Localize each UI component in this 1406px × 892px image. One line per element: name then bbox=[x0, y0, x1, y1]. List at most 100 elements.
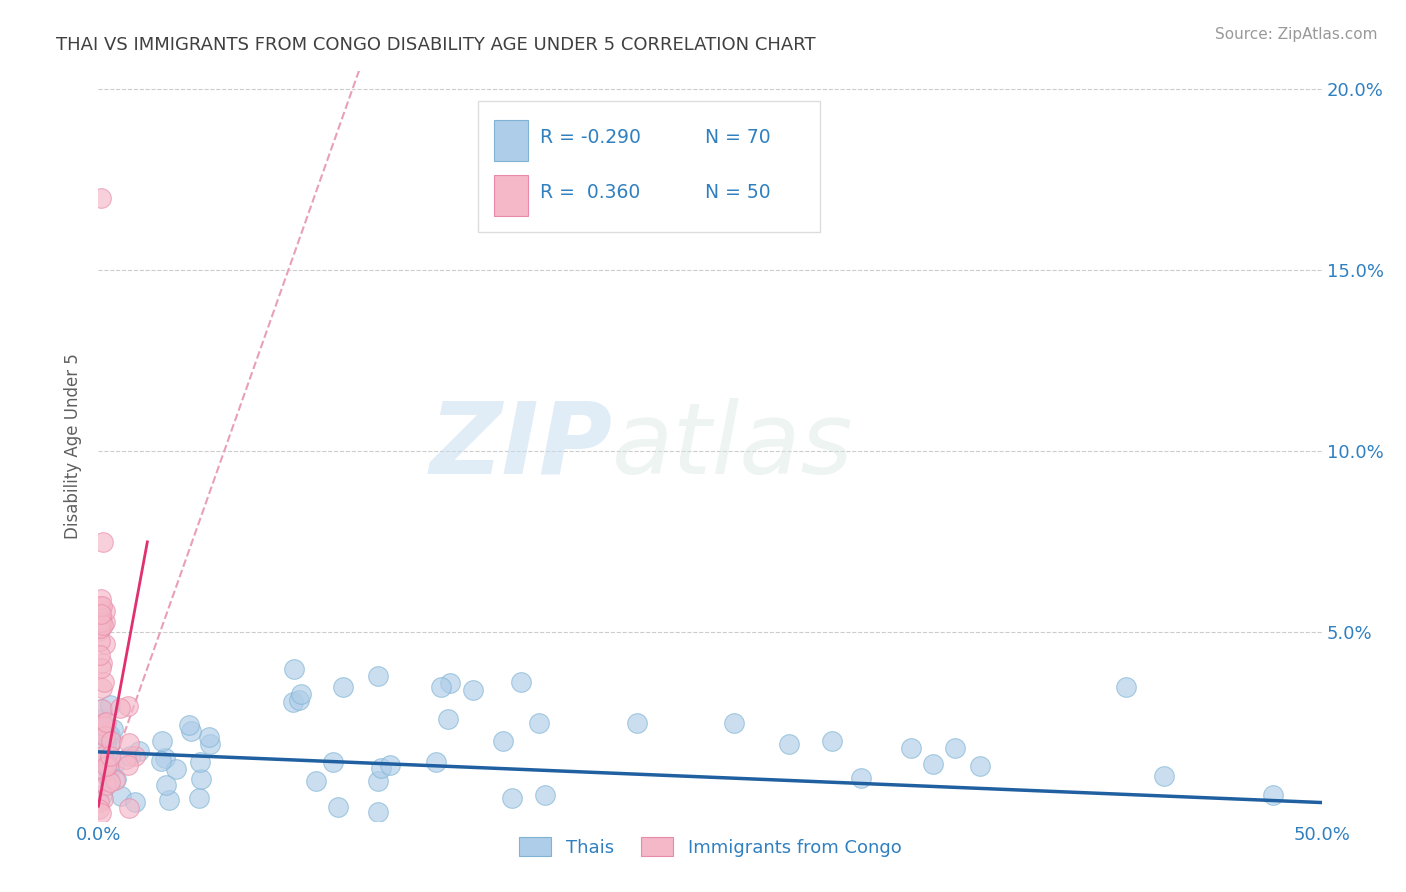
Point bbox=[155, 778, 177, 792]
Point bbox=[128, 744, 150, 758]
Point bbox=[93, 719, 115, 733]
Point bbox=[89, 599, 111, 613]
Point bbox=[93, 675, 115, 690]
Point bbox=[97, 758, 120, 772]
Point bbox=[90, 591, 112, 606]
Point bbox=[626, 715, 648, 730]
Point bbox=[100, 734, 122, 748]
Point bbox=[534, 788, 557, 802]
Point bbox=[380, 757, 402, 772]
Point bbox=[370, 761, 392, 775]
Point bbox=[367, 805, 389, 819]
Point bbox=[124, 795, 146, 809]
Point bbox=[527, 715, 550, 730]
Point bbox=[91, 681, 114, 695]
Text: THAI VS IMMIGRANTS FROM CONGO DISABILITY AGE UNDER 5 CORRELATION CHART: THAI VS IMMIGRANTS FROM CONGO DISABILITY… bbox=[56, 36, 815, 54]
Point bbox=[89, 648, 111, 662]
Point bbox=[90, 607, 112, 622]
Y-axis label: Disability Age Under 5: Disability Age Under 5 bbox=[65, 353, 83, 539]
Point bbox=[91, 718, 114, 732]
Point bbox=[97, 771, 120, 785]
Text: R = -0.290: R = -0.290 bbox=[540, 128, 641, 146]
Point bbox=[94, 728, 117, 742]
Point bbox=[91, 792, 114, 806]
Point bbox=[90, 191, 112, 205]
Point bbox=[103, 758, 125, 772]
Point bbox=[104, 773, 127, 788]
Text: N = 70: N = 70 bbox=[706, 128, 770, 146]
Point bbox=[1261, 789, 1284, 803]
Point bbox=[283, 662, 305, 676]
Point bbox=[97, 727, 120, 741]
Point bbox=[87, 732, 110, 747]
FancyBboxPatch shape bbox=[478, 102, 820, 233]
Point bbox=[120, 749, 142, 764]
Point bbox=[190, 772, 212, 786]
Point bbox=[87, 746, 110, 760]
Point bbox=[96, 756, 118, 770]
Point bbox=[96, 778, 118, 792]
Point bbox=[90, 660, 112, 674]
Point bbox=[969, 759, 991, 773]
Point bbox=[326, 800, 349, 814]
Point bbox=[93, 725, 115, 739]
Point bbox=[94, 729, 117, 743]
Point bbox=[150, 734, 173, 748]
Point bbox=[922, 757, 945, 772]
Point bbox=[153, 751, 176, 765]
Point bbox=[849, 771, 872, 785]
Point bbox=[89, 721, 111, 735]
Point bbox=[943, 741, 966, 756]
Point bbox=[108, 701, 131, 715]
Point bbox=[117, 801, 139, 815]
Point bbox=[187, 791, 209, 805]
Text: ZIP: ZIP bbox=[429, 398, 612, 494]
Point bbox=[90, 701, 112, 715]
Point bbox=[198, 730, 221, 744]
Point bbox=[430, 680, 453, 694]
Point bbox=[188, 755, 211, 769]
Point bbox=[425, 755, 447, 769]
Point bbox=[1115, 680, 1137, 694]
Point bbox=[90, 702, 112, 716]
FancyBboxPatch shape bbox=[494, 120, 527, 161]
Text: atlas: atlas bbox=[612, 398, 853, 494]
Point bbox=[165, 762, 187, 776]
Text: R =  0.360: R = 0.360 bbox=[540, 183, 640, 202]
Text: N = 50: N = 50 bbox=[706, 183, 770, 202]
Point bbox=[90, 806, 112, 821]
Point bbox=[90, 615, 112, 629]
Point bbox=[98, 698, 121, 713]
Point bbox=[94, 615, 117, 629]
Point bbox=[124, 748, 146, 763]
Point bbox=[96, 758, 118, 772]
Point bbox=[87, 802, 110, 816]
Point bbox=[492, 734, 515, 748]
FancyBboxPatch shape bbox=[494, 175, 527, 217]
Point bbox=[90, 599, 112, 613]
Legend: Thais, Immigrants from Congo: Thais, Immigrants from Congo bbox=[512, 830, 908, 864]
Point bbox=[98, 749, 121, 764]
Point bbox=[89, 633, 111, 648]
Point bbox=[91, 656, 114, 670]
Point bbox=[332, 680, 354, 694]
Point bbox=[98, 735, 121, 749]
Point bbox=[367, 773, 389, 788]
Point bbox=[157, 793, 180, 807]
Point bbox=[437, 712, 460, 726]
Point bbox=[821, 734, 844, 748]
Point bbox=[1153, 769, 1175, 783]
Point bbox=[94, 604, 117, 618]
Point bbox=[367, 669, 389, 683]
Point bbox=[198, 737, 221, 751]
Point bbox=[110, 789, 132, 804]
Point bbox=[439, 676, 461, 690]
Point bbox=[778, 737, 800, 751]
Point bbox=[98, 774, 121, 789]
Point bbox=[94, 759, 117, 773]
Text: Source: ZipAtlas.com: Source: ZipAtlas.com bbox=[1215, 27, 1378, 42]
Point bbox=[305, 774, 328, 789]
Point bbox=[94, 637, 117, 651]
Point bbox=[117, 758, 139, 772]
Point bbox=[90, 621, 112, 635]
